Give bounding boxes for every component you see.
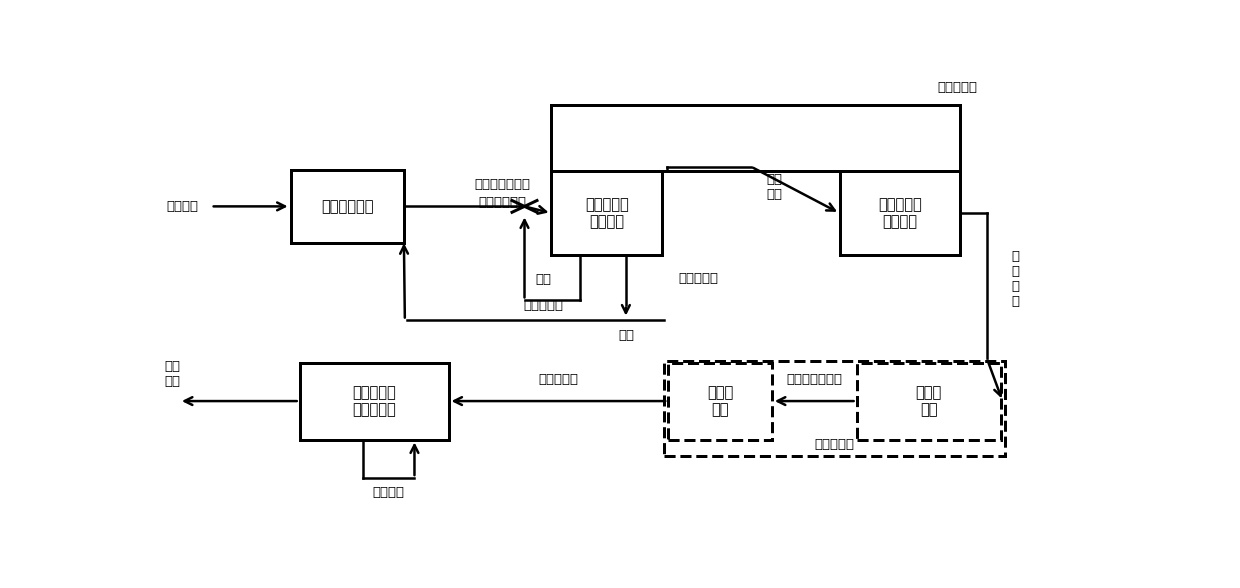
FancyBboxPatch shape xyxy=(857,363,1001,440)
Text: 二级浓缩液: 二级浓缩液 xyxy=(937,81,977,94)
Text: 一级
滤液: 一级 滤液 xyxy=(766,173,782,201)
Text: 提锂
母液: 提锂 母液 xyxy=(164,360,180,388)
Text: 富锂浓缩液: 富锂浓缩液 xyxy=(538,373,578,386)
Text: 第一级纳滤
分盐系统: 第一级纳滤 分盐系统 xyxy=(585,197,629,229)
Text: 微滤预处理卤水: 微滤预处理卤水 xyxy=(475,178,531,191)
FancyBboxPatch shape xyxy=(839,171,960,255)
Text: 一级纳滤深
度除镁系统: 一级纳滤深 度除镁系统 xyxy=(352,385,396,417)
FancyBboxPatch shape xyxy=(300,363,449,440)
Text: 一级浓水: 一级浓水 xyxy=(372,486,404,499)
Text: 微滤净化系统: 微滤净化系统 xyxy=(321,199,373,214)
Text: 初级富锂浓缩液: 初级富锂浓缩液 xyxy=(786,373,842,386)
Text: 预处理后稀释: 预处理后稀释 xyxy=(479,196,527,209)
Text: 反渗透
系统: 反渗透 系统 xyxy=(915,385,941,417)
Text: 正渗透
系统: 正渗透 系统 xyxy=(707,385,733,417)
FancyBboxPatch shape xyxy=(290,170,404,243)
Text: 第二级纳滤
分盐系统: 第二级纳滤 分盐系统 xyxy=(878,197,921,229)
Text: 盐湖卤水: 盐湖卤水 xyxy=(166,200,198,213)
FancyBboxPatch shape xyxy=(552,171,662,255)
Text: 外排: 外排 xyxy=(618,329,634,342)
Text: 反渗透滤液: 反渗透滤液 xyxy=(523,299,564,312)
Text: 膜浓缩系统: 膜浓缩系统 xyxy=(815,439,854,452)
Text: 二
级
滤
液: 二 级 滤 液 xyxy=(1012,250,1019,308)
Text: 回流: 回流 xyxy=(536,273,552,286)
FancyBboxPatch shape xyxy=(668,363,773,440)
Text: 一级浓缩液: 一级浓缩液 xyxy=(678,272,719,285)
